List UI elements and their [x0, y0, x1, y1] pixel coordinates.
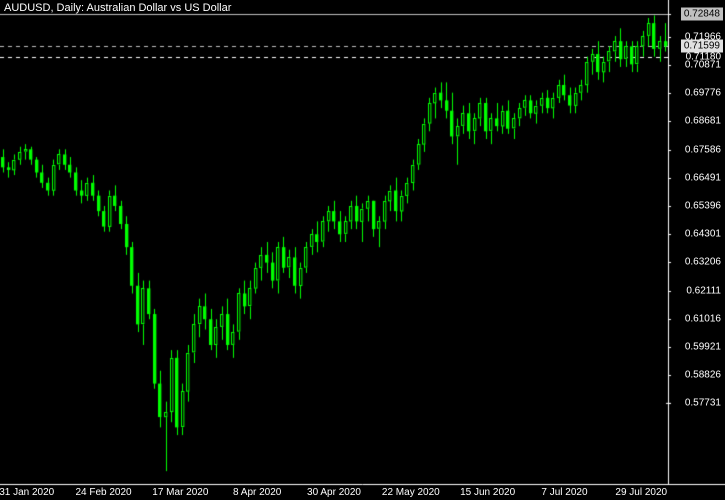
y-axis-label: 0.67586 — [685, 144, 721, 155]
y-axis-label: 0.62111 — [686, 285, 721, 296]
y-axis-label: 0.61016 — [685, 313, 721, 324]
chart-title: AUDUSD, Daily: Australian Dollar vs US D… — [4, 2, 231, 14]
x-axis-label: 17 Mar 2020 — [152, 487, 208, 498]
x-axis-label: 29 Jul 2020 — [615, 487, 667, 498]
price-marker: 0.71180 — [686, 52, 721, 63]
x-axis-label: 8 Apr 2020 — [233, 487, 281, 498]
x-axis-label: 15 Jun 2020 — [460, 487, 515, 498]
x-axis-label: 31 Jan 2020 — [0, 487, 54, 498]
price-marker: 0.72848 — [681, 8, 723, 21]
x-axis-label: 22 May 2020 — [382, 487, 440, 498]
y-axis-label: 0.58826 — [685, 370, 721, 381]
chart-container[interactable]: AUDUSD, Daily: Australian Dollar vs US D… — [0, 0, 725, 500]
x-axis-label: 24 Feb 2020 — [75, 487, 131, 498]
y-axis-label: 0.66491 — [685, 172, 721, 183]
x-axis-label: 30 Apr 2020 — [307, 487, 361, 498]
y-axis-label: 0.57731 — [685, 398, 721, 409]
y-axis-label: 0.68681 — [685, 116, 721, 127]
y-axis-label: 0.59921 — [685, 342, 721, 353]
x-axis-label: 7 Jul 2020 — [541, 487, 587, 498]
candlestick-chart[interactable] — [0, 0, 725, 500]
y-axis-label: 0.69776 — [685, 88, 721, 99]
y-axis-label: 0.64301 — [685, 229, 721, 240]
y-axis-label: 0.63206 — [685, 257, 721, 268]
y-axis-label: 0.65396 — [685, 201, 721, 212]
